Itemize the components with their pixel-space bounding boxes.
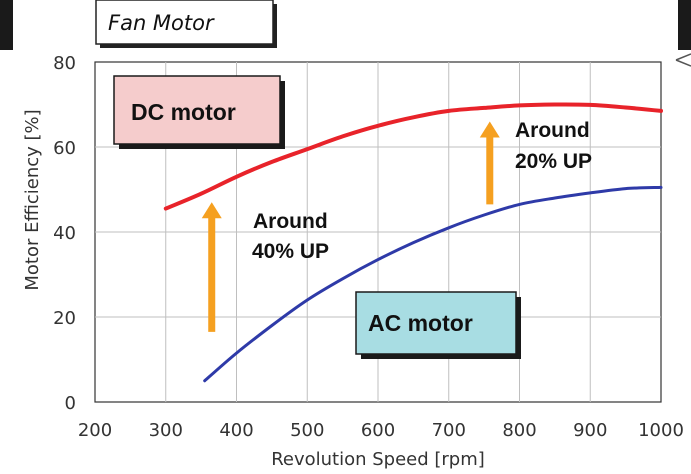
y-tick-label: 40: [53, 223, 76, 244]
annotation-20-line1: Around: [515, 119, 590, 142]
arrow-head: [479, 121, 500, 138]
left-edge-band: [0, 0, 13, 50]
x-tick-label: 800: [502, 420, 536, 441]
corner-decoration: [675, 53, 691, 67]
y-tick-label: 20: [53, 308, 76, 329]
up-arrow-1: [201, 202, 222, 332]
ac-motor-label: AC motor: [368, 310, 473, 336]
ac-motor-label-box: AC motor: [355, 291, 521, 359]
x-tick-label: 700: [432, 420, 466, 441]
annotation-40-line2: 40% UP: [252, 240, 329, 263]
x-tick-label: 1000: [638, 420, 684, 441]
tick-labels: 200 300 400 500 600 700 800 900 1000 0 20 40 60 80: [53, 53, 684, 441]
arrows: [201, 121, 500, 332]
annotation-40-line1: Around: [253, 210, 328, 233]
dc-motor-label-box: DC motor: [113, 75, 285, 149]
dc-box: [113, 75, 281, 145]
x-axis-title: Revolution Speed [rpm]: [271, 449, 485, 470]
title-box: [95, 0, 274, 45]
y-tick-label: 80: [53, 53, 76, 74]
dc-motor-label: DC motor: [131, 99, 236, 125]
chart-title: Fan Motor: [108, 11, 215, 35]
chart-title-box: Fan Motor: [95, 0, 277, 48]
x-tick-label: 900: [573, 420, 607, 441]
y-axis-title: Motor Efficiency [%]: [22, 109, 43, 290]
arrow-shaft: [486, 135, 494, 205]
y-tick-label: 0: [65, 393, 76, 414]
x-tick-label: 400: [219, 420, 253, 441]
x-tick-label: 200: [78, 420, 112, 441]
arrow-head: [201, 202, 222, 219]
series-line-dc-motor: [163, 102, 663, 211]
right-edge-band: [678, 0, 691, 50]
x-tick-label: 600: [361, 420, 395, 441]
x-tick-label: 300: [149, 420, 183, 441]
up-arrow-2: [479, 121, 500, 205]
series-line-ac-motor: [203, 185, 663, 383]
ac-box: [355, 291, 517, 355]
x-tick-label: 500: [290, 420, 324, 441]
y-tick-label: 60: [53, 138, 76, 159]
annotation-20-line2: 20% UP: [515, 150, 592, 173]
arrow-shaft: [208, 216, 216, 332]
